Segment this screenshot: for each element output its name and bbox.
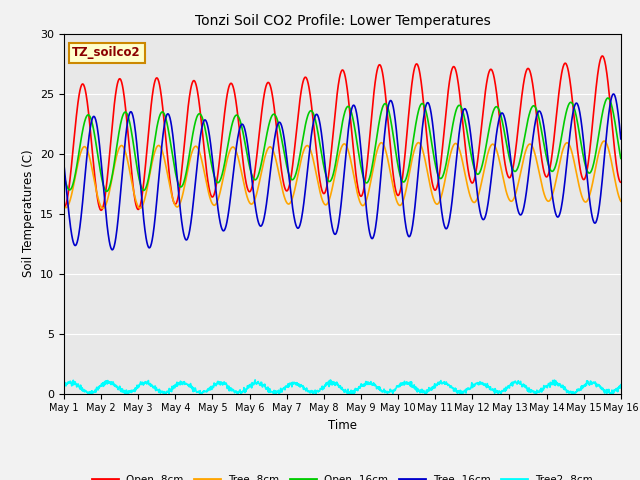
Tree2 -8cm [502,387,510,393]
Tree2 -8cm [617,382,625,388]
Tree2 -8cm [184,383,192,388]
Open -8cm [551,126,559,132]
Tree2 -8cm [429,384,437,390]
Tree -8cm [60,203,68,209]
Tree2 -8cm [60,381,68,387]
Tree2 -8cm [84,391,92,396]
Tree -16cm [429,125,437,131]
Open -8cm [184,104,192,109]
Tree -16cm [246,165,254,170]
Open -16cm [617,156,625,161]
X-axis label: Time: Time [328,419,357,432]
Y-axis label: Soil Temperatures (C): Soil Temperatures (C) [22,150,35,277]
Tree -16cm [171,149,179,155]
Tree -8cm [184,165,192,170]
Line: Tree2 -8cm: Tree2 -8cm [64,380,621,394]
Tree -8cm [246,201,254,206]
Line: Open -8cm: Open -8cm [64,56,621,210]
Open -8cm [429,184,437,190]
Open -16cm [103,189,111,194]
Line: Tree -8cm: Tree -8cm [64,141,621,208]
Tree -16cm [109,247,116,252]
Tree -16cm [617,136,625,142]
Tree -16cm [551,208,559,214]
Open -8cm [246,188,254,194]
Tree -8cm [429,195,437,201]
Tree -8cm [171,202,179,207]
Open -8cm [502,166,509,171]
Tree2 -8cm [246,384,254,389]
Tree2 -8cm [552,383,559,388]
Title: Tonzi Soil CO2 Profile: Lower Temperatures: Tonzi Soil CO2 Profile: Lower Temperatur… [195,14,490,28]
Open -8cm [617,180,625,185]
Tree2 -8cm [252,377,259,383]
Tree -16cm [184,234,192,240]
Open -16cm [184,159,192,165]
Tree -8cm [600,138,608,144]
Line: Tree -16cm: Tree -16cm [64,94,621,250]
Open -8cm [97,207,105,213]
Open -16cm [551,165,559,170]
Tree -16cm [502,121,509,127]
Tree -8cm [551,182,559,188]
Open -8cm [171,201,179,207]
Open -16cm [60,172,68,178]
Open -8cm [60,204,68,210]
Text: TZ_soilco2: TZ_soilco2 [72,46,141,59]
Tree -8cm [502,187,509,193]
Open -8cm [598,53,606,59]
Line: Open -16cm: Open -16cm [64,98,621,192]
Open -16cm [502,137,509,143]
Tree -16cm [60,162,68,168]
Open -16cm [171,166,179,171]
Tree -8cm [617,198,625,204]
Tree -8cm [99,205,107,211]
Open -16cm [246,168,254,173]
Tree2 -8cm [171,385,179,391]
Open -16cm [429,149,437,155]
Tree -16cm [610,91,618,97]
Open -16cm [604,95,612,101]
Legend: Open -8cm, Tree -8cm, Open -16cm, Tree -16cm, Tree2 -8cm: Open -8cm, Tree -8cm, Open -16cm, Tree -… [88,471,597,480]
